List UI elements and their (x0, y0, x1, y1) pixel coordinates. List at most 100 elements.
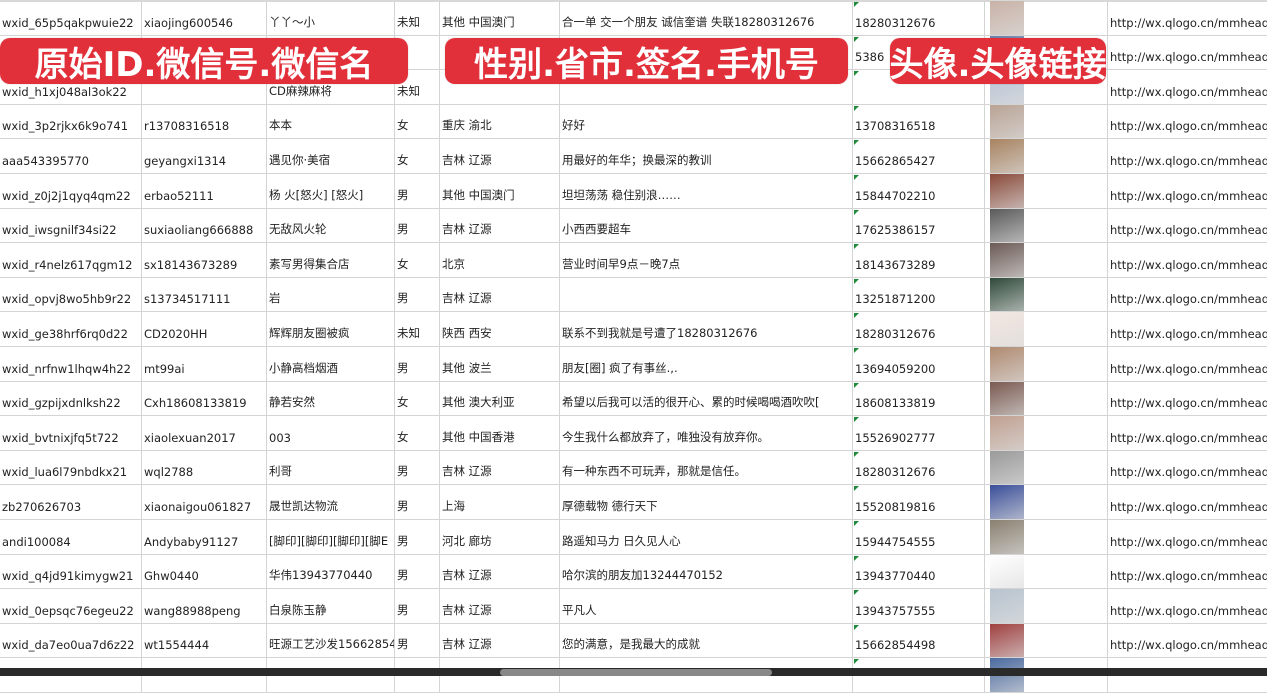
region-cell[interactable]: 吉林 辽源 (440, 623, 560, 658)
wechat-name-cell[interactable]: 静若安然 (267, 381, 395, 416)
gender-cell[interactable]: 男 (395, 173, 440, 208)
avatar-url-cell[interactable]: http://wx.qlogo.cn/mmhead (1110, 292, 1267, 307)
original-id-cell[interactable]: wxid_65p5qakpwuie22 (0, 1, 142, 35)
signature-cell[interactable]: 您的满意，是我最大的成就 (560, 623, 853, 658)
region-cell[interactable] (440, 70, 560, 104)
region-cell[interactable]: 其他 中国澳门 (440, 1, 560, 35)
avatar-cell[interactable] (985, 277, 1108, 312)
original-id-cell[interactable]: wxid_da7eo0ua7d6z22 (0, 623, 142, 658)
avatar-url-cell[interactable]: http://wx.qlogo.cn/mmhead (1110, 119, 1267, 134)
avatar-cell[interactable] (985, 173, 1108, 208)
wechat-name-cell[interactable]: 小静高档烟酒 (267, 346, 395, 381)
avatar-cell[interactable] (985, 346, 1108, 381)
avatar-cell[interactable] (985, 1, 1108, 35)
region-cell[interactable]: 吉林 辽源 (440, 277, 560, 312)
signature-cell[interactable]: 希望以后我可以活的很开心、累的时候喝喝酒吹吹[ (560, 381, 853, 416)
region-cell[interactable]: 河北 廊坊 (440, 519, 560, 554)
phone-cell[interactable]: 18143673289 (853, 243, 985, 277)
wechat-id-cell[interactable]: CD2020HH (142, 312, 267, 346)
phone-cell[interactable]: 13708316518 (853, 104, 985, 139)
original-id-cell[interactable]: aaa543395770 (0, 139, 142, 173)
wechat-name-cell[interactable]: 003 (267, 416, 395, 450)
avatar-cell[interactable] (985, 450, 1108, 485)
gender-cell[interactable]: 男 (395, 277, 440, 312)
wechat-id-cell[interactable]: wang88988peng (142, 589, 267, 623)
gender-cell[interactable]: 女 (395, 381, 440, 416)
original-id-cell[interactable]: andi100084 (0, 519, 142, 554)
signature-cell[interactable]: 好好 (560, 104, 853, 139)
original-id-cell[interactable]: wxid_opvj8wo5hb9r22 (0, 277, 142, 312)
signature-cell[interactable] (560, 277, 853, 312)
phone-cell[interactable]: 13694059200 (853, 346, 985, 381)
region-cell[interactable]: 其他 中国香港 (440, 416, 560, 450)
wechat-id-cell[interactable]: Andybaby91127 (142, 519, 267, 554)
avatar-url-cell[interactable]: http://wx.qlogo.cn/mmhead (1110, 465, 1267, 480)
gender-cell[interactable]: 女 (395, 139, 440, 173)
phone-cell[interactable]: 15662854498 (853, 623, 985, 658)
avatar-url-cell[interactable]: http://wx.qlogo.cn/mmhead (1110, 603, 1267, 618)
original-id-cell[interactable]: wxid_q4jd91kimygw21 (0, 554, 142, 589)
signature-cell[interactable]: 合一单 交一个朋友 诚信奎谱 失联18280312676 (560, 1, 853, 35)
wechat-id-cell[interactable]: wql2788 (142, 450, 267, 485)
wechat-name-cell[interactable]: 无敌风火轮 (267, 208, 395, 243)
avatar-url-cell[interactable]: http://wx.qlogo.cn/mmhead (1110, 223, 1267, 238)
avatar-cell[interactable] (985, 104, 1108, 139)
region-cell[interactable]: 重庆 渝北 (440, 104, 560, 139)
original-id-cell[interactable]: wxid_lua6l79nbdkx21 (0, 450, 142, 485)
wechat-id-cell[interactable]: erbao52111 (142, 173, 267, 208)
avatar-url-cell[interactable]: http://wx.qlogo.cn/mmhead (1110, 84, 1267, 99)
wechat-id-cell[interactable]: Cxh18608133819 (142, 381, 267, 416)
gender-cell[interactable]: 未知 (395, 312, 440, 346)
avatar-url-cell[interactable]: http://wx.qlogo.cn/mmhead (1110, 361, 1267, 376)
wechat-id-cell[interactable]: xiaolexuan2017 (142, 416, 267, 450)
wechat-name-cell[interactable]: 华伟13943770440 (267, 554, 395, 589)
avatar-url-cell[interactable]: http://wx.qlogo.cn/mmhead (1110, 534, 1267, 549)
phone-cell[interactable]: 18280312676 (853, 1, 985, 35)
wechat-name-cell[interactable]: 利哥 (267, 450, 395, 485)
original-id-cell[interactable]: wxid_z0j2j1qyq4qm22 (0, 173, 142, 208)
avatar-cell[interactable] (985, 139, 1108, 173)
wechat-id-cell[interactable]: geyangxi1314 (142, 139, 267, 173)
wechat-name-cell[interactable]: 白泉陈玉静 (267, 589, 395, 623)
phone-cell[interactable]: 15944754555 (853, 519, 985, 554)
original-id-cell[interactable]: wxid_iwsgnilf34si22 (0, 208, 142, 243)
signature-cell[interactable]: 路遥知马力 日久见人心 (560, 519, 853, 554)
wechat-id-cell[interactable] (142, 70, 267, 104)
phone-cell[interactable]: 18280312676 (853, 450, 985, 485)
avatar-cell[interactable] (985, 381, 1108, 416)
avatar-url-cell[interactable]: http://wx.qlogo.cn/mmhead (1110, 430, 1267, 445)
region-cell[interactable]: 其他 澳大利亚 (440, 381, 560, 416)
wechat-id-cell[interactable]: mt99ai (142, 346, 267, 381)
avatar-cell[interactable] (985, 519, 1108, 554)
region-cell[interactable]: 其他 波兰 (440, 346, 560, 381)
wechat-name-cell[interactable]: [脚印][脚印][脚印][脚E (267, 519, 395, 554)
region-cell[interactable]: 吉林 辽源 (440, 139, 560, 173)
avatar-url-cell[interactable]: http://wx.qlogo.cn/mmhead (1110, 257, 1267, 272)
signature-cell[interactable]: 有一种东西不可玩弄，那就是信任。 (560, 450, 853, 485)
original-id-cell[interactable]: wxid_gzpijxdnlksh22 (0, 381, 142, 416)
avatar-url-cell[interactable]: http://wx.qlogo.cn/mmhead (1110, 396, 1267, 411)
original-id-cell[interactable]: wxid_3p2rjkx6k9o741 (0, 104, 142, 139)
signature-cell[interactable]: 小西西要超车 (560, 208, 853, 243)
region-cell[interactable]: 其他 中国澳门 (440, 173, 560, 208)
avatar-cell[interactable] (985, 312, 1108, 346)
signature-cell[interactable]: 哈尔滨的朋友加13244470152 (560, 554, 853, 589)
region-cell[interactable]: 北京 (440, 243, 560, 277)
original-id-cell[interactable]: zb270626703 (0, 485, 142, 519)
wechat-name-cell[interactable]: 辉辉朋友圈被疯 (267, 312, 395, 346)
phone-cell[interactable]: 15844702210 (853, 173, 985, 208)
wechat-id-cell[interactable]: sx18143673289 (142, 243, 267, 277)
wechat-name-cell[interactable]: 素写男得集合店 (267, 243, 395, 277)
original-id-cell[interactable]: wxid_bvtnixjfq5t722 (0, 416, 142, 450)
gender-cell[interactable]: 女 (395, 243, 440, 277)
wechat-name-cell[interactable]: 遇见你·美宿 (267, 139, 395, 173)
wechat-name-cell[interactable]: CD麻辣麻将 (267, 70, 395, 104)
original-id-cell[interactable]: wxid_r4nelz617qgm12 (0, 243, 142, 277)
original-id-cell[interactable]: wxid_ge38hrf6rq0d22 (0, 312, 142, 346)
phone-cell[interactable]: 18608133819 (853, 381, 985, 416)
wechat-name-cell[interactable]: 丫丫～小 (267, 1, 395, 35)
gender-cell[interactable]: 男 (395, 208, 440, 243)
original-id-cell[interactable]: wxid_nrfnw1lhqw4h22 (0, 346, 142, 381)
avatar-url-cell[interactable]: http://wx.qlogo.cn/mmhead (1110, 499, 1267, 514)
wechat-name-cell[interactable]: 旺源工艺沙发15662854 (267, 623, 395, 658)
